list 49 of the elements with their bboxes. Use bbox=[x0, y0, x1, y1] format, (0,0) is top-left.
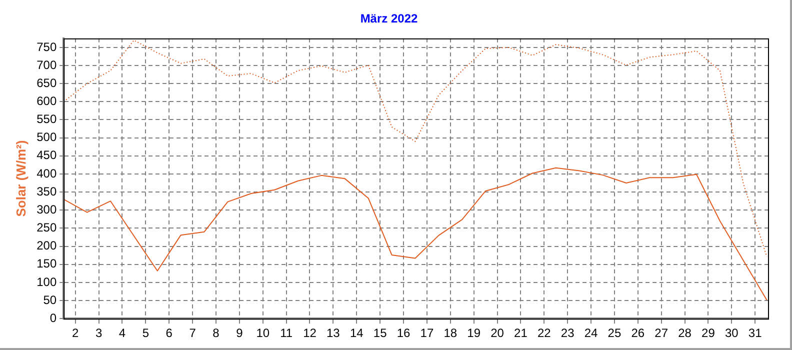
y-tick-label: 350 bbox=[36, 184, 57, 198]
x-tick-label: 26 bbox=[631, 326, 645, 340]
y-tick-label: 100 bbox=[36, 274, 57, 289]
x-tick-label: 5 bbox=[142, 326, 150, 340]
x-tick-label: 10 bbox=[256, 326, 270, 340]
x-tick-label: 29 bbox=[702, 326, 716, 340]
y-tick-label: 700 bbox=[36, 58, 57, 72]
y-tick-label: 0 bbox=[50, 310, 57, 325]
x-tick-label: 12 bbox=[303, 326, 317, 340]
x-tick-label: 4 bbox=[118, 326, 126, 340]
x-tick-label: 20 bbox=[490, 326, 504, 340]
x-tick-label: 11 bbox=[280, 326, 293, 340]
x-tick-label: 13 bbox=[326, 326, 340, 340]
x-tick-label: 22 bbox=[537, 326, 552, 340]
x-tick-label: 14 bbox=[350, 326, 364, 340]
x-tick-label: 7 bbox=[189, 326, 196, 340]
y-tick-label: 600 bbox=[36, 94, 57, 108]
y-axis-title: Solar (W/m²) bbox=[13, 140, 28, 217]
y-tick-label: 50 bbox=[43, 292, 57, 307]
y-tick-label: 650 bbox=[36, 76, 57, 90]
x-tick-label: 19 bbox=[467, 326, 481, 340]
x-tick-label: 15 bbox=[373, 326, 388, 340]
x-tick-label: 24 bbox=[584, 326, 598, 340]
x-tick-label: 3 bbox=[95, 326, 102, 340]
y-tick-label: 750 bbox=[36, 40, 57, 54]
y-tick-label: 300 bbox=[36, 202, 57, 216]
x-tick-label: 28 bbox=[678, 326, 692, 340]
y-tick-label: 550 bbox=[36, 112, 57, 126]
x-tick-label: 25 bbox=[608, 326, 622, 340]
x-tick-label: 16 bbox=[396, 326, 410, 340]
chart-title: März 2022 bbox=[360, 12, 418, 26]
y-tick-label: 250 bbox=[36, 220, 57, 235]
x-tick-label: 23 bbox=[560, 326, 575, 340]
x-tick-label: 2 bbox=[72, 326, 79, 340]
y-tick-label: 500 bbox=[36, 130, 57, 144]
x-tick-label: 8 bbox=[212, 326, 220, 340]
y-tick-label: 150 bbox=[36, 256, 57, 271]
x-tick-label: 30 bbox=[724, 326, 739, 340]
x-tick-label: 9 bbox=[236, 326, 244, 340]
line-series bbox=[64, 40, 768, 258]
x-tick-label: 6 bbox=[166, 326, 173, 340]
y-tick-label: 400 bbox=[36, 166, 57, 180]
x-tick-label: 27 bbox=[654, 326, 668, 340]
x-tick-label: 21 bbox=[514, 326, 528, 340]
x-tick-label: 18 bbox=[444, 326, 458, 340]
y-tick-label: 450 bbox=[36, 148, 57, 162]
y-tick-label: 200 bbox=[36, 238, 57, 253]
x-tick-label: 31 bbox=[748, 326, 762, 340]
x-tick-label: 17 bbox=[420, 326, 434, 340]
